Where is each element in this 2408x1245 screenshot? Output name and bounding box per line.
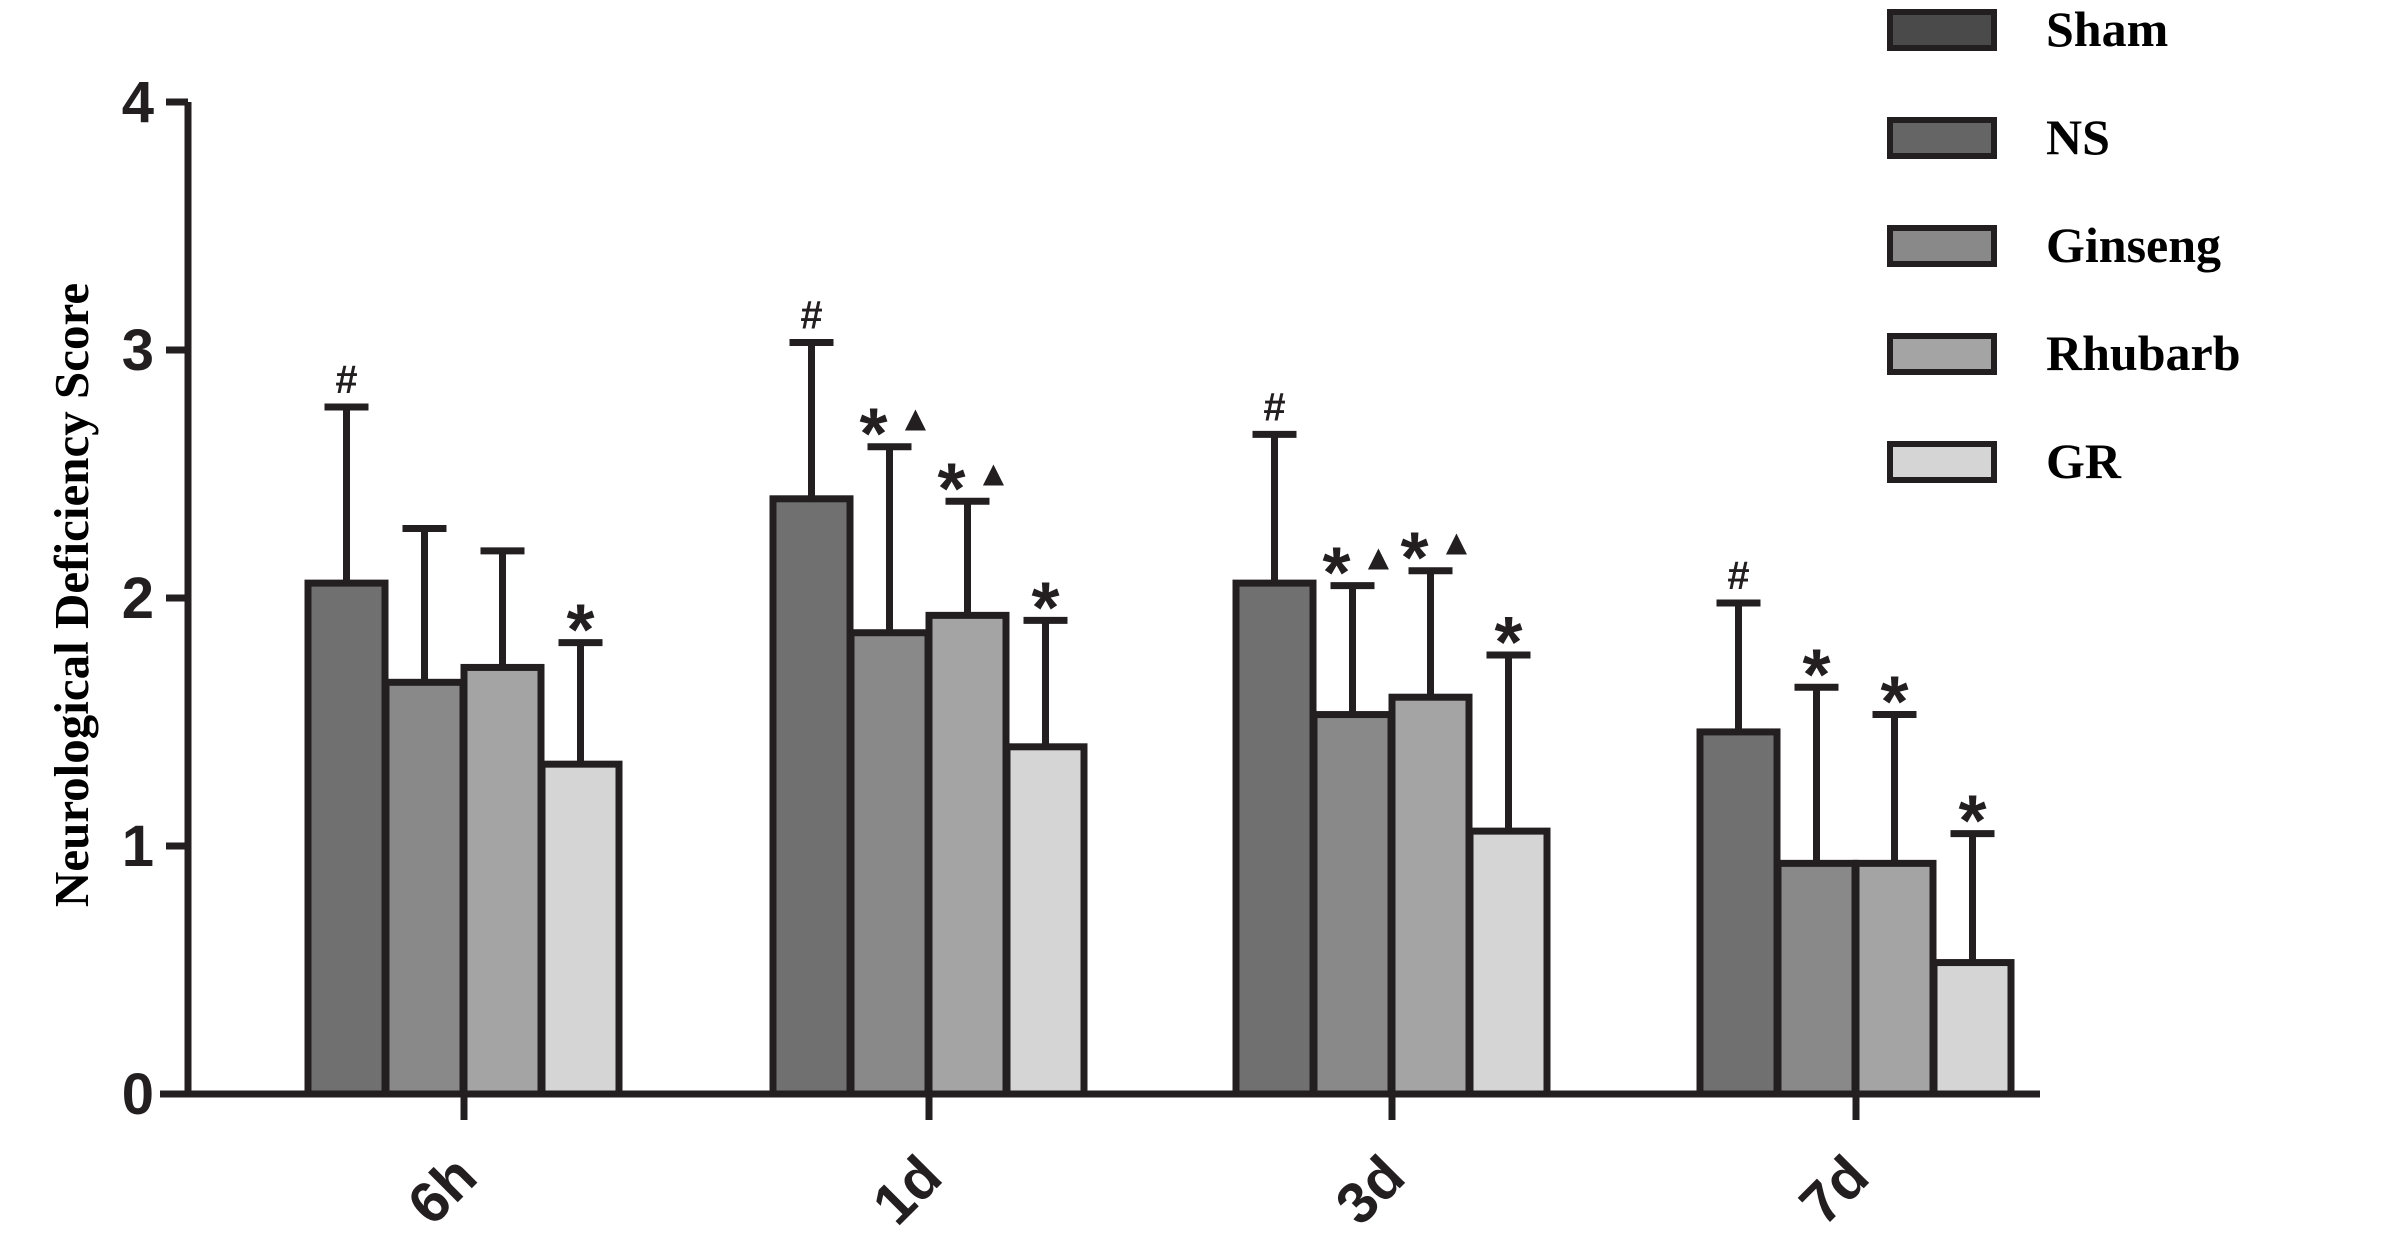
y-tick-label: 0	[122, 1062, 154, 1127]
annotation-star: *	[566, 591, 594, 671]
bars	[304, 495, 2015, 1098]
y-axis: 0 1 2 3 4	[122, 70, 192, 1127]
annotation-triangle: ▲	[1439, 522, 1475, 563]
annotation-triangle: ▲	[898, 398, 934, 439]
legend-label: Sham	[2046, 1, 2168, 57]
x-tick-label: 3d	[1323, 1143, 1417, 1237]
annotation-star: *	[859, 395, 887, 475]
bar	[1388, 693, 1473, 1098]
legend: Sham NS Ginseng Rhubarb GR	[1887, 1, 2241, 489]
annotation-star: *	[1322, 534, 1350, 614]
error-bars	[324, 339, 1995, 963]
annotation-hash: #	[1727, 554, 1749, 598]
x-tick-label: 1d	[860, 1143, 954, 1237]
legend-swatch	[1887, 441, 1997, 483]
bar	[1466, 827, 1551, 1098]
annotation-star: *	[1031, 568, 1059, 648]
x-tick-label: 7d	[1787, 1143, 1881, 1237]
annotation-triangle: ▲	[976, 452, 1012, 493]
annotation-hash: #	[800, 294, 822, 338]
y-tick-label: 1	[122, 814, 154, 879]
annotation-star: *	[1400, 519, 1428, 599]
bar	[382, 678, 467, 1098]
bar	[1930, 959, 2015, 1098]
y-tick-label: 3	[122, 318, 154, 383]
legend-label: NS	[2046, 109, 2110, 165]
bar	[1232, 579, 1317, 1098]
annotation-star: *	[1494, 603, 1522, 683]
bar	[460, 663, 545, 1098]
bar	[925, 611, 1010, 1098]
x-tick-label: 6h	[395, 1143, 489, 1237]
legend-label: GR	[2046, 433, 2122, 489]
annotation-star: *	[1880, 663, 1908, 743]
annotation-star: *	[1802, 635, 1830, 715]
bar	[1310, 711, 1395, 1098]
legend-swatch	[1887, 225, 1997, 267]
bar	[1003, 743, 1088, 1098]
significance-annotations: #*#* ▲* ▲*#* ▲ * ▲*#* **	[335, 294, 1986, 862]
bar	[304, 579, 389, 1098]
legend-swatch	[1887, 117, 1997, 159]
bar	[1696, 728, 1781, 1098]
bar	[769, 495, 854, 1098]
legend-label: Ginseng	[2046, 217, 2221, 273]
legend-swatch	[1887, 9, 1997, 51]
bar	[847, 629, 932, 1098]
annotation-hash: #	[1263, 385, 1285, 429]
y-axis-title: Neurological Deficiency Score	[44, 283, 99, 907]
x-axis: 6h 1d 3d 7d	[160, 1090, 2040, 1237]
bar	[538, 760, 623, 1098]
annotation-hash: #	[335, 358, 357, 402]
bar	[1852, 859, 1937, 1098]
annotation-star: *	[1958, 782, 1986, 862]
legend-label: Rhubarb	[2046, 325, 2241, 381]
annotation-triangle: ▲	[1361, 537, 1397, 578]
y-tick-label: 4	[122, 70, 154, 135]
bar	[1774, 859, 1859, 1098]
y-tick-label: 2	[122, 566, 154, 631]
legend-swatch	[1887, 333, 1997, 375]
annotation-star: *	[937, 449, 965, 529]
